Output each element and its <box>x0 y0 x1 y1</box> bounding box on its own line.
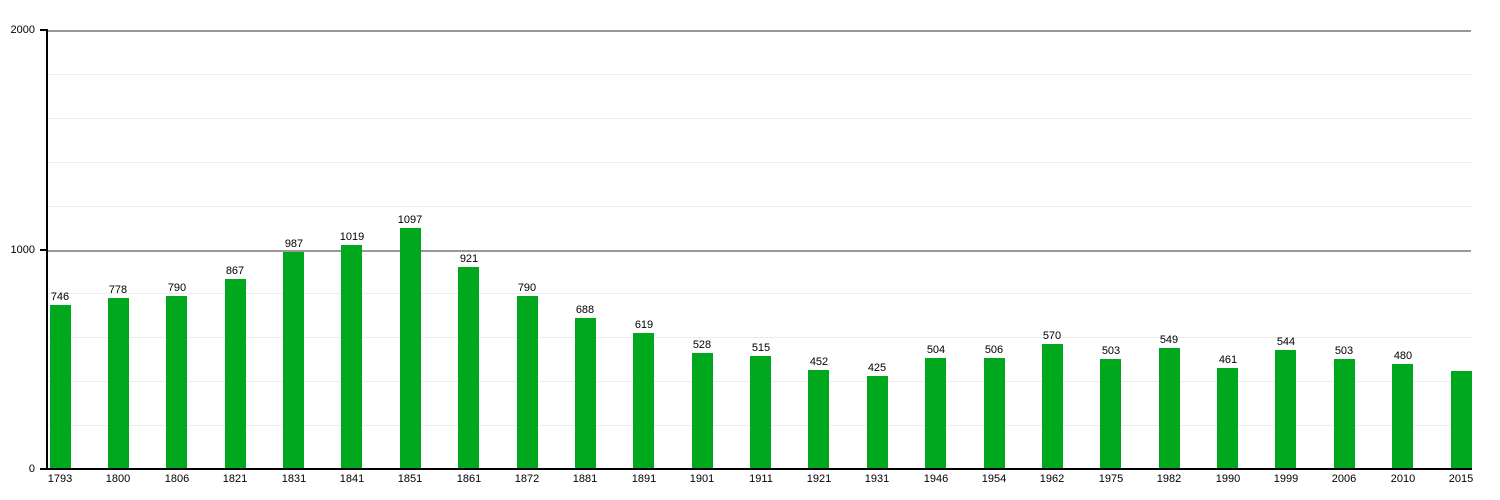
y-axis-tick-label: 2000 <box>10 24 35 36</box>
minor-gridline <box>47 162 1471 163</box>
y-axis-tick <box>40 29 46 31</box>
bar-value-label: 452 <box>809 356 829 368</box>
bar-value-label: 790 <box>167 282 187 294</box>
bar-value-label: 503 <box>1334 345 1354 357</box>
x-axis-tick-label: 1861 <box>456 473 482 485</box>
bar-1999 <box>1275 350 1296 469</box>
x-axis-tick-label: 1990 <box>1215 473 1241 485</box>
x-axis-tick-label: 1800 <box>105 473 131 485</box>
bar-1975 <box>1100 359 1121 469</box>
x-axis-tick-label: 1806 <box>164 473 190 485</box>
y-axis-tick-label: 0 <box>28 463 35 475</box>
bar-value-label: 867 <box>225 265 245 277</box>
bar-value-label: 544 <box>1276 336 1296 348</box>
y-axis-tick <box>40 468 46 470</box>
y-axis-tick <box>40 249 46 251</box>
bar-value-label: 1019 <box>339 231 365 243</box>
bar-1921 <box>808 370 829 469</box>
bar-1851 <box>400 228 421 469</box>
bar-1872 <box>517 296 538 469</box>
x-axis-tick-label: 1881 <box>572 473 598 485</box>
bar-value-label: 503 <box>1101 345 1121 357</box>
x-axis-tick-label: 2006 <box>1331 473 1357 485</box>
bar-value-label: 790 <box>517 282 537 294</box>
bar-1881 <box>575 318 596 469</box>
bar-value-label: 506 <box>984 344 1004 356</box>
bar-value-label: 515 <box>751 342 771 354</box>
bar-2010 <box>1392 364 1413 469</box>
x-axis-tick-label: 1841 <box>339 473 365 485</box>
major-gridline <box>47 250 1471 252</box>
bar-value-label: 778 <box>108 284 128 296</box>
minor-gridline <box>47 293 1471 294</box>
minor-gridline <box>47 206 1471 207</box>
bar-value-label: 570 <box>1042 330 1062 342</box>
bar-2006 <box>1334 359 1355 469</box>
bar-1821 <box>225 279 246 469</box>
bar-value-label: 504 <box>926 344 946 356</box>
minor-gridline <box>47 337 1471 338</box>
bar-value-label: 921 <box>459 253 479 265</box>
bar-1946 <box>925 358 946 469</box>
x-axis-tick-label: 1975 <box>1098 473 1124 485</box>
x-axis-tick-label: 1946 <box>923 473 949 485</box>
minor-gridline <box>47 74 1471 75</box>
x-axis-tick-label: 1872 <box>514 473 540 485</box>
bar-1831 <box>283 252 304 469</box>
x-axis-tick-label: 1954 <box>981 473 1007 485</box>
bar-1982 <box>1159 348 1180 469</box>
x-axis-tick-label: 1931 <box>864 473 890 485</box>
bar-1954 <box>984 358 1005 469</box>
bar-2015 <box>1451 371 1472 469</box>
x-axis-tick-label: 2010 <box>1390 473 1416 485</box>
bar-value-label: 688 <box>575 304 595 316</box>
minor-gridline <box>47 118 1471 119</box>
bar-1841 <box>341 245 362 469</box>
x-axis-line <box>46 468 1472 470</box>
y-axis-line <box>46 29 48 470</box>
bar-value-label: 528 <box>692 339 712 351</box>
bar-1891 <box>633 333 654 469</box>
bar-value-label: 619 <box>634 319 654 331</box>
bar-value-label: 480 <box>1393 350 1413 362</box>
x-axis-tick-label: 1831 <box>281 473 307 485</box>
major-gridline <box>47 30 1471 32</box>
bar-value-label: 549 <box>1159 334 1179 346</box>
x-axis-tick-label: 1921 <box>806 473 832 485</box>
bar-1901 <box>692 353 713 469</box>
bar-1806 <box>166 296 187 469</box>
bar-1931 <box>867 376 888 469</box>
x-axis-tick-label: 1999 <box>1273 473 1299 485</box>
x-axis-tick-label: 1911 <box>749 473 773 485</box>
bar-value-label: 1097 <box>397 214 423 226</box>
x-axis-tick-label: 1793 <box>47 473 73 485</box>
x-axis-tick-label: 1982 <box>1156 473 1182 485</box>
bar-value-label: 425 <box>867 362 887 374</box>
bar-value-label: 987 <box>284 238 304 250</box>
bar-1962 <box>1042 344 1063 469</box>
bar-value-label: 746 <box>50 291 70 303</box>
x-axis-tick-label: 2015 <box>1448 473 1474 485</box>
bar-1911 <box>750 356 771 469</box>
bar-1800 <box>108 298 129 469</box>
x-axis-tick-label: 1901 <box>689 473 715 485</box>
y-axis-tick-label: 1000 <box>10 244 35 256</box>
bar-1793 <box>50 305 71 469</box>
bar-1990 <box>1217 368 1238 469</box>
x-axis-tick-label: 1851 <box>397 473 423 485</box>
x-axis-tick-label: 1821 <box>222 473 248 485</box>
x-axis-tick-label: 1891 <box>631 473 657 485</box>
bar-1861 <box>458 267 479 469</box>
x-axis-tick-label: 1962 <box>1039 473 1065 485</box>
bar-value-label: 461 <box>1218 354 1238 366</box>
